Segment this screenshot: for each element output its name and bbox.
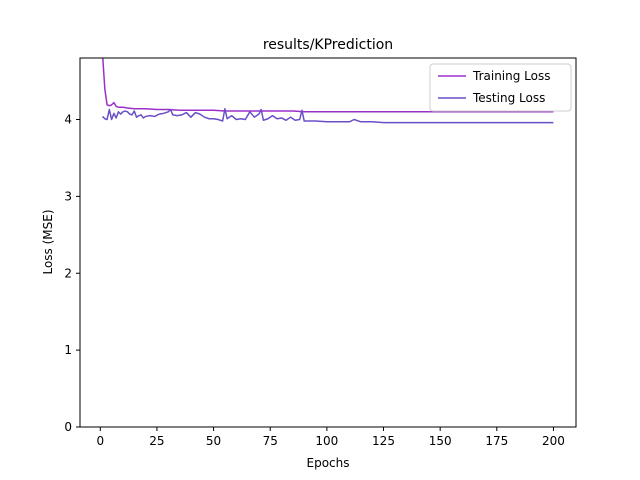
y-axis-title: Loss (MSE) — [41, 209, 55, 274]
x-tick-label: 200 — [542, 434, 565, 448]
y-tick-label: 0 — [64, 420, 72, 434]
x-tick-label: 25 — [149, 434, 164, 448]
x-tick-label: 75 — [263, 434, 278, 448]
x-tick-label: 150 — [429, 434, 452, 448]
x-tick-label: 125 — [372, 434, 395, 448]
plot-lines — [102, 58, 554, 124]
x-tick-label: 0 — [96, 434, 104, 448]
y-axis: 0 1 2 3 4 — [64, 113, 80, 434]
x-tick-label: 100 — [315, 434, 338, 448]
y-tick-label: 3 — [64, 189, 72, 203]
x-axis: 0 25 50 75 100 125 150 175 200 — [96, 427, 565, 448]
y-tick-label: 4 — [64, 113, 72, 127]
x-tick-label: 50 — [206, 434, 221, 448]
y-tick-label: 1 — [64, 343, 72, 357]
plot-frame — [79, 57, 577, 428]
y-tick-label: 2 — [64, 266, 72, 280]
legend: Training Loss Testing Loss — [429, 63, 572, 112]
legend-label: Training Loss — [472, 69, 550, 83]
x-tick-label: 175 — [485, 434, 508, 448]
legend-label: Testing Loss — [472, 91, 545, 105]
chart-title: results/KPrediction — [263, 37, 393, 53]
series-line-1 — [102, 107, 554, 124]
x-axis-title: Epochs — [307, 456, 350, 470]
